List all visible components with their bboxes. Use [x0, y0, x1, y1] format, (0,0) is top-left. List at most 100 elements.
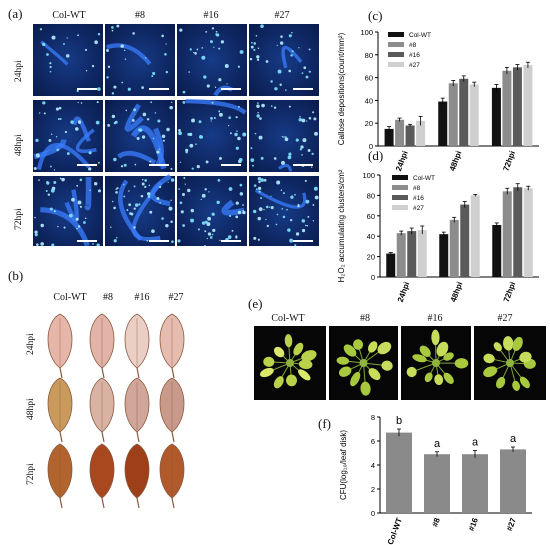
fluorescent-vein [40, 207, 90, 246]
stained-leaf [159, 377, 185, 443]
rosette-photo [401, 326, 471, 400]
y-tick-label: 8 [371, 413, 375, 422]
bar [417, 230, 427, 277]
x-tick-label: 72hpi [502, 281, 518, 304]
micrograph-tile [33, 24, 103, 96]
bar [386, 253, 396, 277]
fluorescent-vein [106, 43, 152, 66]
bar [405, 125, 415, 146]
h2o2-chart: 0 20 40 60 80 100 H₂O₂ accumulating clusters/c… [337, 169, 539, 304]
fluorescent-vein [281, 45, 303, 69]
panel-b-row-header: 24hpi [26, 333, 36, 355]
legend-label: #16 [409, 52, 420, 59]
fluorescent-vein [149, 174, 172, 207]
panel-f-label: (f) [318, 416, 331, 431]
micrograph-grid [33, 24, 319, 246]
fluorescent-vein [153, 127, 164, 167]
stained-leaf [124, 443, 150, 508]
stained-leaf [47, 377, 73, 443]
y-tick-label: 100 [362, 171, 375, 180]
legend-swatch [392, 195, 408, 200]
stained-leaf [89, 377, 115, 443]
panel-e-label: (e) [248, 296, 263, 311]
x-tick-label: 24hpi [396, 281, 412, 304]
y-tick-label: 60 [365, 74, 373, 83]
panel-a-col-header: #27 [274, 10, 290, 21]
legend-swatch [388, 62, 404, 67]
panel-e-col-header: #8 [360, 313, 370, 324]
y-tick-label: 100 [360, 28, 373, 37]
micrograph-tile [249, 100, 319, 172]
y-tick-label: 80 [365, 51, 373, 60]
bar [448, 83, 458, 146]
significance-letter: a [472, 437, 479, 449]
panel-a-col-header: #8 [135, 10, 145, 21]
bar [395, 119, 405, 146]
legend-swatch [392, 205, 408, 210]
scale-bar [149, 164, 169, 166]
bar [491, 87, 501, 146]
scale-bar [77, 164, 97, 166]
y-tick-label: 20 [365, 119, 373, 128]
y-axis-label: Callose depositions(count/mm²) [337, 32, 346, 145]
panel-b-col-header: #16 [134, 292, 150, 303]
bar [424, 454, 450, 513]
bar [438, 101, 448, 146]
stained-leaf [159, 443, 185, 508]
rosette-photo [474, 326, 546, 400]
scale-bar [221, 240, 241, 242]
significance-letter: a [434, 438, 441, 450]
bar [449, 219, 459, 277]
y-tick-label: 0 [371, 273, 375, 282]
micrograph-tile [105, 24, 175, 96]
scale-bar [77, 240, 97, 242]
micrograph-tile [249, 24, 319, 96]
micrograph-tile [33, 176, 103, 246]
bar [523, 65, 533, 146]
fluorescent-vein [84, 177, 92, 211]
panel-b-label: (b) [8, 268, 24, 283]
micrograph-tile [105, 174, 175, 246]
stained-leaf [89, 443, 115, 508]
bar [416, 120, 426, 146]
bar [396, 233, 406, 277]
fluorescent-vein [254, 188, 307, 209]
micrograph-tile [177, 176, 247, 246]
y-tick-label: 6 [371, 437, 375, 446]
panel-c-label: (c) [368, 8, 383, 23]
legend-swatch [388, 42, 404, 47]
panel-e-col-header: Col-WT [271, 313, 305, 324]
micrograph-tile [105, 100, 175, 172]
legend-label: #16 [413, 195, 424, 202]
bar [459, 78, 469, 146]
x-tick-label: #27 [505, 516, 518, 532]
stained-leaf [124, 313, 150, 379]
leaf-grid [47, 313, 185, 508]
panel-a-row-header: 72hpi [14, 208, 24, 230]
bar [502, 191, 512, 277]
panel-b-col-header: #27 [168, 292, 184, 303]
panel-a-col-header: #16 [203, 10, 219, 21]
fluorescent-vein [185, 98, 247, 115]
legend-swatch [388, 52, 404, 57]
fluorescent-vein [278, 163, 293, 172]
x-tick-label: #16 [467, 516, 480, 532]
y-tick-label: 80 [367, 191, 375, 200]
cfu-chart: 0 2 4 6 8 CFU(log₁₀/leaf disk) b Col-WT a #8 a #16 a… [339, 413, 532, 545]
panel-a-col-header: Col-WT [52, 10, 86, 21]
bar [502, 70, 512, 146]
y-tick-label: 4 [371, 461, 375, 470]
legend-label: #8 [409, 42, 417, 49]
bar [460, 204, 470, 277]
callose-chart: 0 20 40 60 80 100 Callose depositions(count/mm… [337, 28, 539, 172]
bar [384, 128, 394, 146]
legend-swatch [392, 175, 408, 180]
stained-leaf [159, 313, 185, 379]
bar [469, 84, 479, 146]
scale-bar [149, 240, 169, 242]
rosette-photo [254, 326, 326, 400]
fluorescent-vein [75, 128, 97, 153]
significance-letter: a [510, 433, 517, 445]
stained-leaf [47, 313, 73, 379]
fluorescent-vein [117, 150, 157, 165]
